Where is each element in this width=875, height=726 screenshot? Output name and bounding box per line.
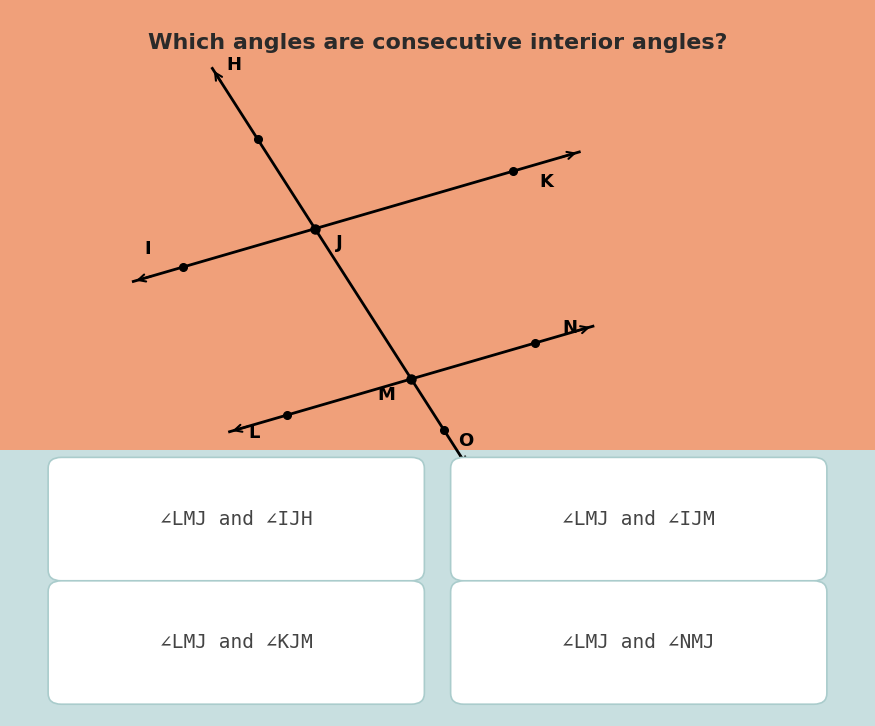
Text: Which angles are consecutive interior angles?: Which angles are consecutive interior an… xyxy=(148,33,727,53)
Text: ∠LMJ and ∠NMJ: ∠LMJ and ∠NMJ xyxy=(563,633,715,652)
FancyBboxPatch shape xyxy=(48,581,424,704)
Text: ∠LMJ and ∠IJM: ∠LMJ and ∠IJM xyxy=(563,510,715,529)
FancyBboxPatch shape xyxy=(0,450,875,726)
Text: J: J xyxy=(336,234,343,252)
Text: N: N xyxy=(563,319,578,338)
Text: H: H xyxy=(227,56,242,74)
Text: ∠LMJ and ∠IJH: ∠LMJ and ∠IJH xyxy=(160,510,312,529)
Text: O: O xyxy=(458,432,473,450)
Text: I: I xyxy=(144,240,151,258)
FancyBboxPatch shape xyxy=(451,581,827,704)
FancyBboxPatch shape xyxy=(48,457,424,581)
FancyBboxPatch shape xyxy=(451,457,827,581)
Text: K: K xyxy=(540,173,553,191)
Text: ∠LMJ and ∠KJM: ∠LMJ and ∠KJM xyxy=(160,633,312,652)
Text: M: M xyxy=(378,386,396,404)
Text: L: L xyxy=(248,424,260,442)
